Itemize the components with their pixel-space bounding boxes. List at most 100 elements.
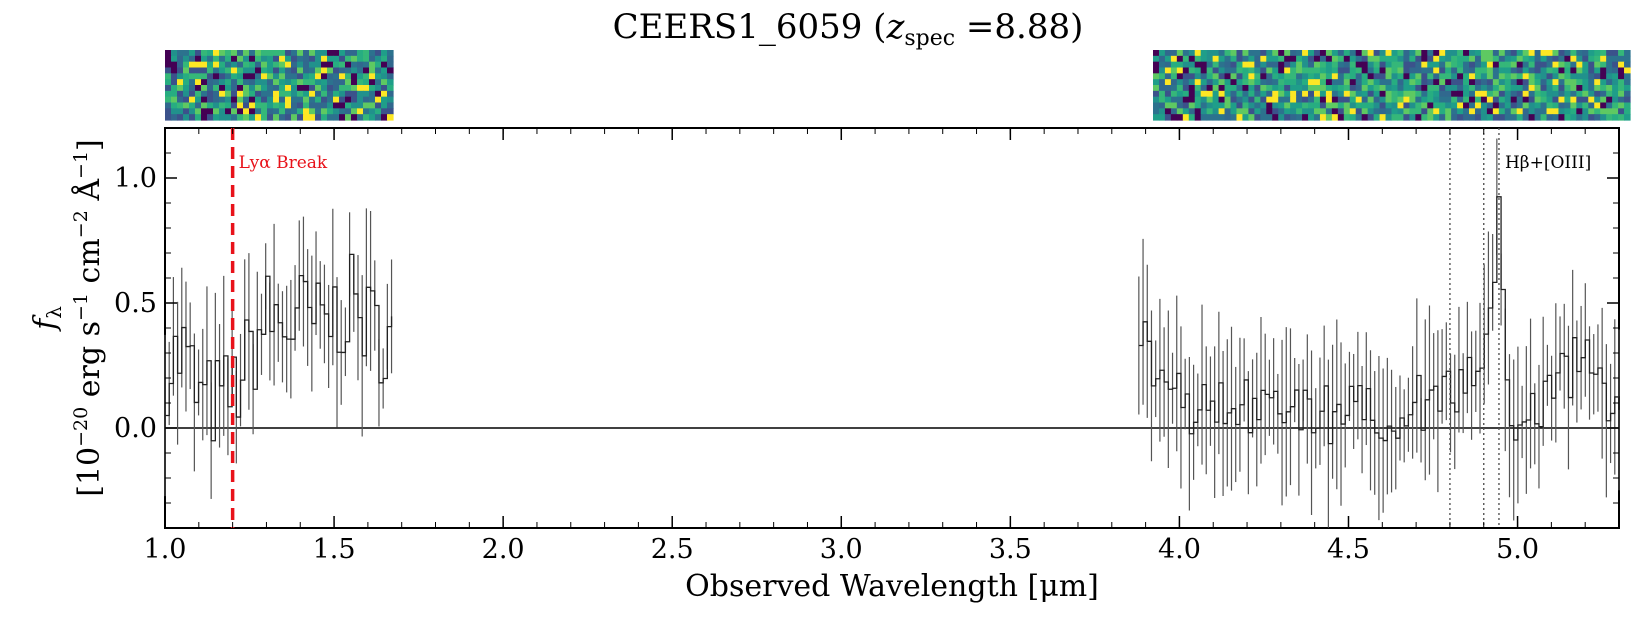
thumbnail-pixel: [1498, 90, 1506, 98]
thumbnail-pixel: [231, 114, 238, 121]
thumbnail-pixel: [321, 102, 328, 109]
thumbnail-pixel: [1600, 61, 1607, 69]
thumbnail-pixel: [165, 61, 172, 69]
thumbnail-pixel: [1260, 85, 1267, 92]
thumbnail-pixel: [291, 73, 298, 80]
thumbnail-pixel: [1379, 73, 1387, 80]
thumbnail-pixel: [249, 79, 256, 86]
thumbnail-pixel: [297, 50, 304, 57]
thumbnail-pixel: [1594, 73, 1601, 80]
thumbnail-pixel: [297, 85, 304, 92]
thumbnail-pixel: [1427, 90, 1434, 98]
thumbnail-pixel: [1296, 67, 1303, 74]
thumbnail-pixel: [1421, 102, 1428, 109]
thumbnail-pixel: [1212, 85, 1220, 92]
lya-break-label: Lyα Break: [239, 153, 328, 173]
thumbnail-pixel: [1558, 90, 1566, 98]
thumbnail-pixel: [189, 50, 196, 57]
thumbnail-pixel: [279, 96, 286, 104]
thumbnail-pixel: [1153, 96, 1160, 104]
thumbnail-pixel: [1302, 67, 1309, 74]
thumbnail-pixel: [1594, 90, 1601, 98]
thumbnail-pixel: [201, 108, 208, 115]
thumbnail-pixel: [1582, 67, 1589, 74]
thumbnail-pixel: [273, 96, 280, 104]
thumbnail-pixel: [1349, 79, 1357, 86]
thumbnail-pixel: [1552, 67, 1560, 74]
thumbnail-pixel: [1498, 85, 1506, 92]
thumbnail-pixel: [1343, 67, 1351, 74]
thumbnail-pixel: [1308, 61, 1315, 69]
thumbnail-pixel: [1510, 96, 1518, 104]
thumbnail-pixel: [1182, 73, 1190, 80]
thumbnail-pixel: [1349, 85, 1357, 92]
thumbnail-pixel: [1546, 108, 1554, 115]
thumbnail-pixel: [201, 90, 208, 98]
thumbnail-pixel: [1355, 85, 1363, 92]
thumbnail-pixel: [285, 61, 292, 69]
thumbnail-pixel: [1373, 55, 1381, 63]
thumbnail-pixel: [357, 67, 364, 74]
thumbnail-pixel: [1278, 50, 1285, 57]
thumbnail-pixel: [1558, 55, 1566, 63]
thumbnail-pixel: [1445, 73, 1452, 80]
thumbnail-pixel: [171, 73, 178, 80]
thumbnail-pixel: [1427, 61, 1434, 69]
thumbnail-pixel: [255, 50, 262, 57]
thumbnail-pixel: [1618, 67, 1625, 74]
thumbnail-pixel: [1397, 73, 1405, 80]
thumbnail-pixel: [1379, 108, 1387, 115]
thumbnail-pixel: [1170, 114, 1178, 121]
thumbnail-pixel: [1576, 67, 1583, 74]
thumbnail-pixel: [1492, 108, 1500, 115]
thumbnail-pixel: [1546, 73, 1554, 80]
thumbnail-pixel: [243, 55, 250, 63]
thumbnail-pixel: [267, 67, 274, 74]
thumbnail-pixel: [1606, 114, 1613, 121]
thumbnail-pixel: [1153, 102, 1160, 109]
thumbnail-pixel: [1463, 67, 1470, 74]
thumbnail-pixel: [201, 114, 208, 121]
thumbnail-pixel: [351, 79, 358, 86]
thumbnail-pixel: [1397, 102, 1405, 109]
thumbnail-pixel: [1278, 85, 1285, 92]
thumbnail-pixel: [1164, 108, 1172, 115]
thumbnail-pixel: [165, 90, 172, 98]
thumbnail-pixel: [243, 108, 250, 115]
thumbnail-pixel: [1612, 90, 1619, 98]
thumbnail-pixel: [1266, 67, 1273, 74]
thumbnail-pixel: [1355, 102, 1363, 109]
thumbnail-pixel: [1606, 85, 1613, 92]
thumbnail-pixel: [1319, 61, 1327, 69]
thumbnail-pixel: [1618, 50, 1625, 57]
thumbnail-pixel: [1474, 73, 1482, 80]
thumbnail-pixel: [1343, 85, 1351, 92]
thumbnail-pixel: [261, 85, 268, 92]
thumbnail-pixel: [1480, 67, 1488, 74]
thumbnail-pixel: [1272, 90, 1279, 98]
thumbnail-pixel: [339, 67, 346, 74]
thumbnail-pixel: [333, 50, 340, 57]
thumbnail-pixel: [1421, 108, 1428, 115]
thumbnail-pixel: [309, 85, 316, 92]
thumbnail-pixel: [1158, 114, 1166, 121]
thumbnail-pixel: [345, 114, 352, 121]
thumbnail-pixel: [255, 108, 262, 115]
thumbnail-pixel: [1457, 79, 1464, 86]
thumbnail-pixel: [1624, 114, 1631, 121]
thumbnail-pixel: [1212, 102, 1220, 109]
thumbnail-pixel: [1158, 79, 1166, 86]
thumbnail-pixel: [1576, 102, 1583, 109]
thumbnail-pixel: [1624, 108, 1631, 115]
thumbnail-pixel: [1409, 61, 1416, 69]
thumbnail-pixel: [1284, 108, 1291, 115]
thumbnail-pixel: [273, 114, 280, 121]
thumbnail-pixel: [1218, 96, 1226, 104]
thumbnail-pixel: [1313, 79, 1321, 86]
thumbnail-pixel: [1153, 61, 1160, 69]
thumbnail-pixel: [1224, 67, 1232, 74]
thumbnail-pixel: [237, 61, 244, 69]
thumbnail-pixel: [243, 61, 250, 69]
thumbnail-pixel: [183, 73, 190, 80]
thumbnail-pixel: [1218, 102, 1226, 109]
